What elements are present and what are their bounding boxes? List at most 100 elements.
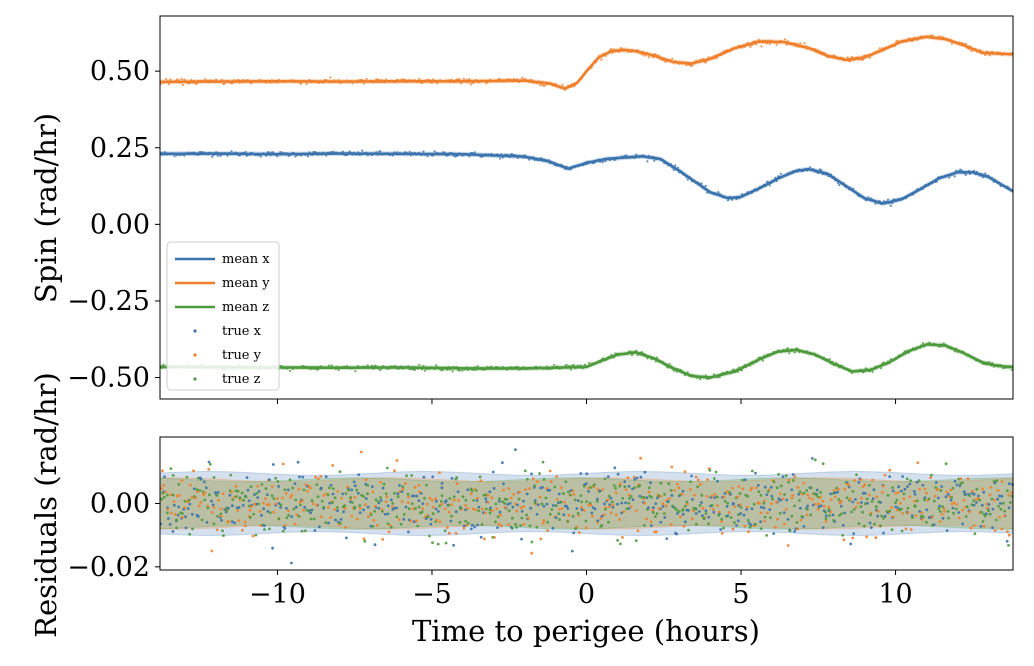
residual-point-x: [743, 478, 747, 482]
residual-point-x: [849, 542, 853, 546]
residual-point-z: [915, 499, 919, 503]
residual-point-x: [785, 498, 789, 502]
residual-point-y: [966, 477, 970, 481]
point-true-x: [768, 184, 771, 187]
residual-point-z: [972, 499, 976, 503]
residual-point-x: [955, 483, 959, 487]
residual-point-y: [982, 524, 986, 528]
residual-point-y: [207, 467, 211, 471]
residual-point-x: [871, 497, 875, 500]
residual-point-z: [914, 505, 917, 508]
residual-point-z: [274, 476, 277, 480]
residual-point-y: [689, 488, 692, 491]
residual-point-x: [991, 526, 994, 530]
residual-point-z: [304, 529, 307, 533]
y-tick-label: 0.25: [90, 133, 150, 164]
point-true-y: [183, 78, 186, 81]
residual-point-y: [679, 515, 682, 519]
residual-point-z: [754, 522, 757, 526]
residual-point-x: [735, 524, 738, 527]
residual-point-x: [492, 487, 496, 490]
residual-point-y: [160, 487, 164, 490]
residual-point-z: [938, 510, 942, 513]
point-true-y: [988, 54, 991, 57]
residual-point-z: [312, 517, 316, 521]
residual-point-x: [831, 513, 835, 517]
residual-point-z: [961, 481, 964, 485]
residual-point-x: [584, 482, 588, 485]
residual-point-y: [711, 507, 715, 511]
point-true-x: [604, 160, 607, 163]
residual-point-x: [713, 496, 717, 499]
residual-point-x: [552, 504, 555, 507]
residual-point-y: [404, 482, 407, 485]
residual-point-x: [876, 514, 880, 518]
residual-point-x: [514, 448, 517, 451]
residual-point-x: [339, 518, 343, 521]
residual-point-z: [331, 487, 335, 490]
residual-point-y: [455, 482, 459, 486]
residual-point-x: [286, 488, 290, 492]
uncertainty-band-mean-x: [160, 151, 1013, 206]
residual-point-y: [210, 549, 214, 553]
point-true-x: [498, 157, 502, 160]
residual-point-y: [851, 536, 855, 540]
residual-point-y: [829, 510, 833, 514]
residual-point-x: [993, 481, 997, 485]
residual-point-z: [728, 490, 731, 494]
residual-point-y: [371, 490, 375, 494]
residual-point-x: [440, 486, 444, 490]
residual-point-z: [231, 498, 235, 501]
residual-point-x: [386, 512, 390, 516]
residual-point-y: [796, 486, 800, 489]
residual-point-y: [720, 520, 723, 523]
residual-point-z: [447, 503, 451, 507]
residual-point-x: [811, 457, 814, 460]
residual-point-y: [264, 497, 267, 501]
residual-point-x: [645, 496, 649, 500]
legend: mean x mean y mean z true x true y true z: [166, 241, 280, 391]
residual-point-x: [444, 499, 448, 503]
residual-point-y: [827, 505, 831, 509]
residual-point-x: [762, 506, 766, 510]
residual-point-x: [639, 475, 643, 479]
residual-point-z: [373, 509, 376, 513]
point-true-y: [868, 56, 872, 60]
residual-point-x: [996, 497, 1000, 501]
residual-point-x: [707, 515, 711, 519]
residual-point-z: [623, 485, 627, 488]
residual-point-x: [398, 484, 401, 487]
residual-point-x: [791, 473, 795, 476]
spin-panel: 0.50 0.25 0.00 −0.25 −0.50 Spin (rad/hr) mea…: [29, 15, 1014, 404]
point-true-z: [327, 364, 330, 367]
residual-point-y: [710, 494, 714, 498]
residual-point-z: [837, 498, 841, 501]
residual-point-x: [279, 506, 282, 509]
residual-point-x: [975, 501, 978, 504]
residual-point-z: [225, 509, 229, 513]
residual-point-y: [876, 509, 880, 513]
residual-point-x: [177, 505, 181, 509]
residual-point-y: [677, 486, 681, 490]
residual-point-z: [381, 510, 384, 513]
residual-point-y: [881, 491, 884, 494]
residual-point-z: [895, 498, 899, 502]
residual-point-z: [821, 462, 825, 466]
residual-point-z: [862, 524, 866, 528]
residual-point-y: [806, 493, 810, 497]
point-true-z: [423, 369, 426, 372]
residual-point-z: [414, 507, 417, 510]
point-true-y: [215, 78, 218, 81]
residual-point-z: [448, 497, 452, 500]
residual-point-y: [397, 518, 401, 521]
residual-point-y: [329, 516, 332, 519]
residual-point-x: [473, 525, 477, 529]
residual-point-z: [704, 512, 708, 515]
residual-point-x: [477, 505, 481, 509]
residual-point-z: [175, 518, 179, 522]
residual-point-y: [894, 492, 898, 495]
residual-point-y: [832, 489, 836, 492]
residual-point-y: [868, 493, 871, 497]
point-true-y: [849, 60, 852, 63]
point-true-x: [948, 176, 951, 179]
